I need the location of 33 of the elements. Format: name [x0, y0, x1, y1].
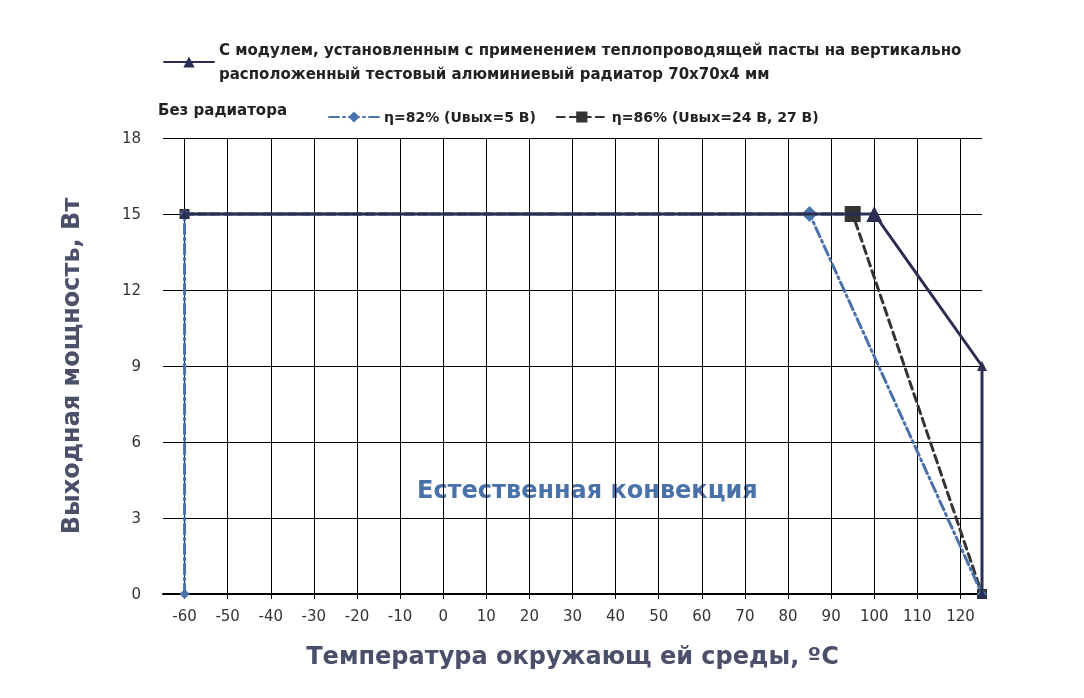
y-tick-label: 15 [121, 205, 141, 223]
point [977, 361, 987, 371]
x-tick-label: -40 [258, 606, 284, 625]
x-tick-label: -10 [387, 606, 413, 625]
y-tick-label: 3 [131, 509, 141, 527]
legend-label: η=86% (Uвых=24 В, 27 В) [611, 109, 819, 125]
y-tick-label: 9 [131, 357, 141, 375]
x-tick-label: -50 [215, 606, 240, 625]
legend-label: η=82% (Uвых=5 В) [384, 109, 536, 125]
x-tick-label: 10 [476, 606, 496, 625]
x-tick-label: 30 [562, 606, 583, 625]
y-tick-label: 0 [131, 585, 141, 603]
x-tick-label: -20 [344, 606, 370, 625]
x-tick-label: 70 [735, 606, 755, 625]
x-tick-label: 60 [692, 606, 712, 625]
x-tick-label: 0 [438, 606, 448, 625]
x-tick-label: 50 [649, 606, 669, 625]
x-tick-label: 100 [859, 606, 889, 625]
x-tick-label: 90 [821, 606, 841, 625]
x-tick-label: 40 [606, 606, 626, 625]
x-tick-label: 110 [903, 606, 932, 625]
y-axis-title: Выходная мощность, Вт [57, 197, 85, 535]
x-tick-label: -60 [172, 606, 197, 625]
x-tick-label: 120 [946, 606, 975, 625]
y-tick-label: 6 [131, 433, 141, 451]
y-tick-label: 12 [121, 281, 141, 299]
x-tick-label: -30 [301, 606, 327, 625]
x-tick-label: 20 [519, 606, 539, 625]
y-tick-label: 18 [121, 129, 141, 147]
legend-title: Без радиатора [158, 100, 288, 119]
legend-label: С модулем, установленным с применением теплопроводящей пасты на вертикально расположенный тестовый алюминиевый радиатор 70x70x4 мм [219, 41, 962, 83]
x-tick-label: 80 [778, 606, 798, 625]
x-axis-title: Температура окружающ ей среды, ºС [306, 642, 839, 670]
